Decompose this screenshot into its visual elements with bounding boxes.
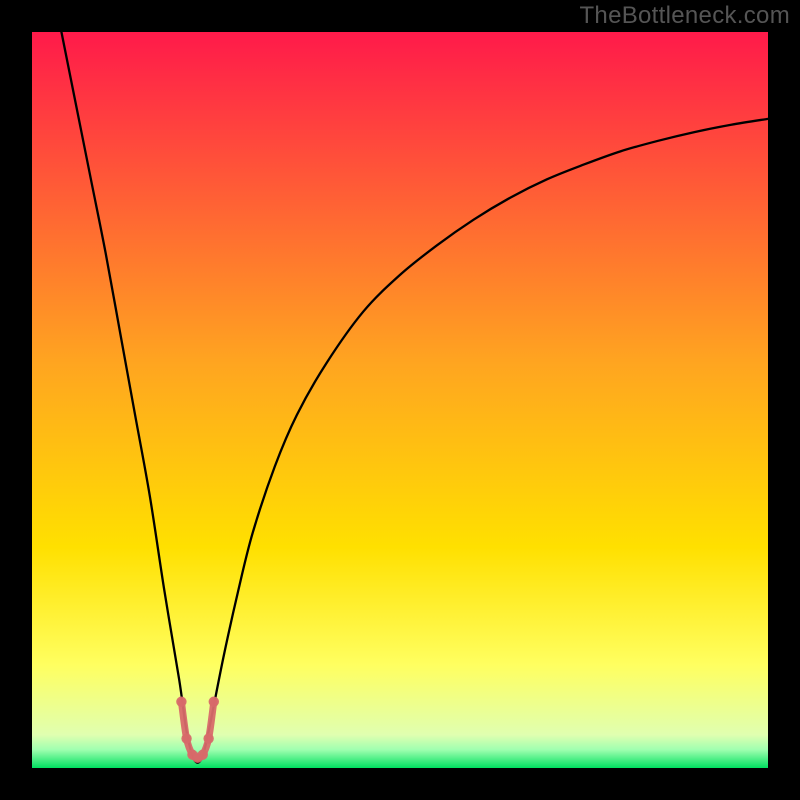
bottleneck-chart [0, 0, 800, 800]
watermark-text: TheBottleneck.com [579, 2, 790, 30]
hotspot-marker [176, 697, 186, 707]
hotspot-marker [209, 697, 219, 707]
hotspot-marker [203, 733, 213, 743]
hotspot-marker [181, 733, 191, 743]
plot-background [32, 32, 768, 768]
stage: TheBottleneck.com [0, 0, 800, 800]
hotspot-marker [198, 750, 208, 760]
